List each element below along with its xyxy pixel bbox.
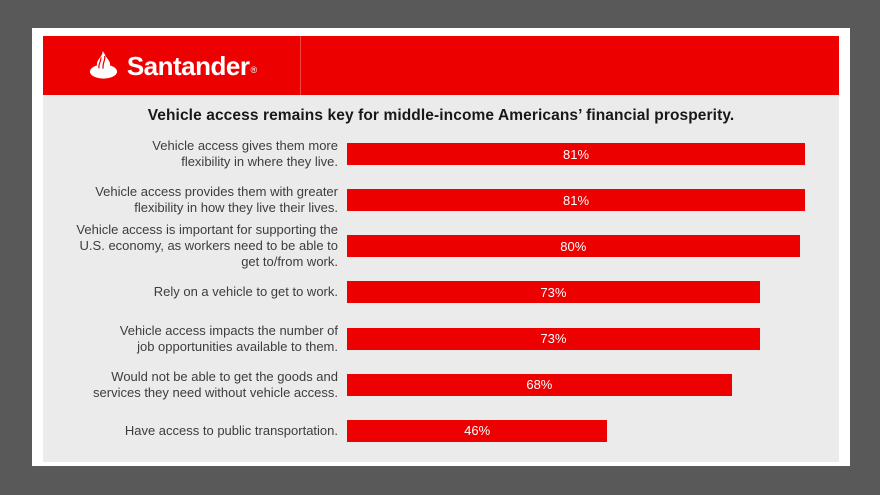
category-label: Vehicle access provides them with greate… (95, 184, 338, 216)
bar: 81% (347, 143, 806, 166)
brand-header: Santander ® (43, 36, 839, 95)
bar: 73% (347, 327, 760, 350)
bar-track: 68% (347, 373, 839, 396)
category-label: Would not be able to get the goods and s… (93, 368, 338, 400)
bar-track: 73% (347, 327, 839, 350)
brand-wordmark: Santander (126, 50, 250, 81)
bar: 68% (347, 373, 732, 396)
bar-value-label: 80% (560, 238, 587, 254)
chart-row: Vehicle access is important for supporti… (43, 222, 839, 270)
category-label: Vehicle access impacts the number of job… (119, 322, 338, 354)
bar-track: 81% (347, 189, 839, 212)
bar-value-label: 73% (540, 331, 567, 347)
category-label: Rely on a vehicle to get to work. (153, 284, 338, 300)
infographic-card: Santander ® Vehicle access remains key fo… (43, 36, 839, 462)
bar-track: 46% (347, 419, 839, 442)
bar-track: 81% (347, 143, 839, 166)
bar-value-label: 68% (526, 377, 553, 393)
category-label: Have access to public transportation. (124, 422, 338, 438)
santander-flame-icon (87, 50, 120, 79)
bar-value-label: 81% (563, 146, 590, 162)
bar-value-label: 81% (563, 192, 590, 208)
bar-value-label: 73% (540, 284, 567, 300)
chart-row: Vehicle access provides them with greate… (43, 177, 839, 223)
category-label: Vehicle access is important for supporti… (76, 222, 338, 270)
logo-block: Santander ® (43, 36, 301, 95)
registered-trademark-mark: ® (250, 65, 258, 75)
chart-row: Vehicle access impacts the number of job… (43, 316, 839, 362)
chart-row: Rely on a vehicle to get to work. 73% (43, 269, 839, 315)
bar-track: 80% (347, 235, 839, 258)
bar-value-label: 46% (464, 423, 491, 439)
bar: 46% (347, 419, 608, 442)
bar: 73% (347, 281, 760, 304)
bar-chart: Vehicle access gives them more flexibili… (43, 129, 839, 462)
chart-row: Would not be able to get the goods and s… (43, 362, 839, 408)
header-spacer (301, 36, 839, 95)
category-label: Vehicle access gives them more flexibili… (152, 138, 338, 170)
bar-track: 73% (347, 281, 839, 304)
chart-row: Vehicle access gives them more flexibili… (43, 131, 839, 177)
chart-title: Vehicle access remains key for middle-in… (147, 107, 735, 124)
chart-area: Vehicle access remains key for middle-in… (43, 95, 839, 462)
chart-row: Have access to public transportation. 46… (43, 408, 839, 454)
bar: 81% (347, 189, 806, 212)
bar: 80% (347, 235, 800, 258)
page-background: Santander ® Vehicle access remains key fo… (32, 28, 850, 466)
